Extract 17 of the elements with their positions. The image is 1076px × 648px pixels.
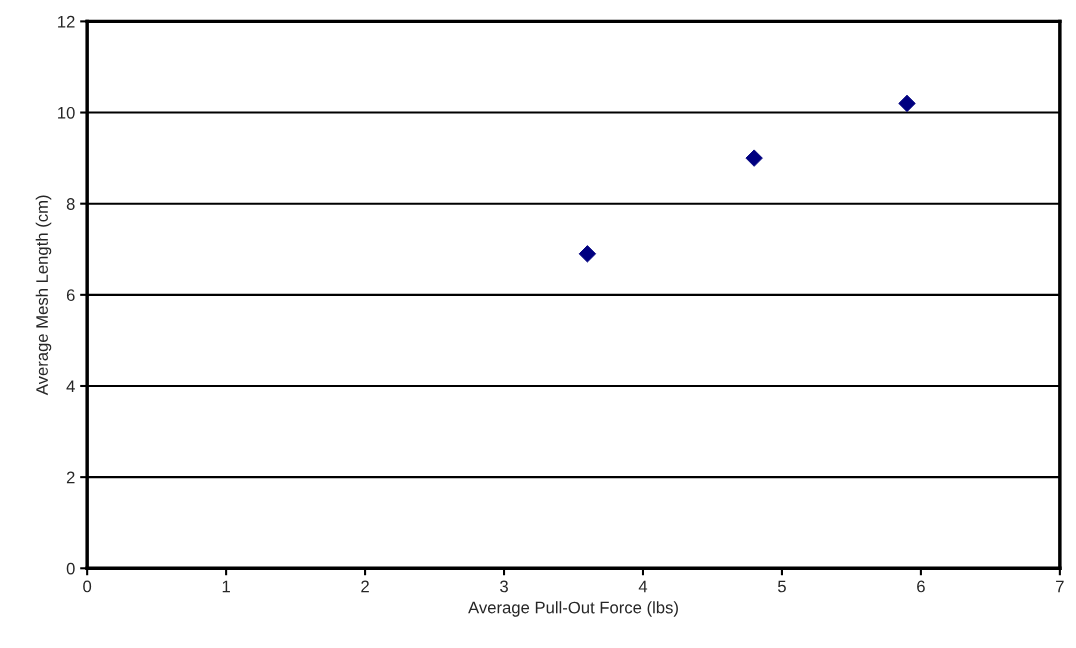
x-tick-label: 5 <box>777 580 786 593</box>
y-tick-label: 2 <box>66 471 75 484</box>
y-tick-label: 6 <box>66 289 75 302</box>
x-tick-label: 7 <box>1056 580 1064 593</box>
x-tick-label: 0 <box>83 580 92 593</box>
y-tick-label: 10 <box>58 106 75 119</box>
x-axis-title: Average Pull-Out Force (lbs) <box>468 601 678 617</box>
y-tick-label: 12 <box>58 15 75 28</box>
y-axis-title: Average Mesh Length (cm) <box>35 195 52 396</box>
y-tick-label: 4 <box>66 380 75 393</box>
y-tick-label: 0 <box>66 562 75 575</box>
x-tick-label: 3 <box>500 580 508 593</box>
y-tick-label: 8 <box>66 198 75 210</box>
x-tick-label: 2 <box>361 580 369 593</box>
x-tick-label: 6 <box>917 580 925 593</box>
x-tick-label: 1 <box>222 580 230 593</box>
x-tick-label: 4 <box>638 580 648 593</box>
